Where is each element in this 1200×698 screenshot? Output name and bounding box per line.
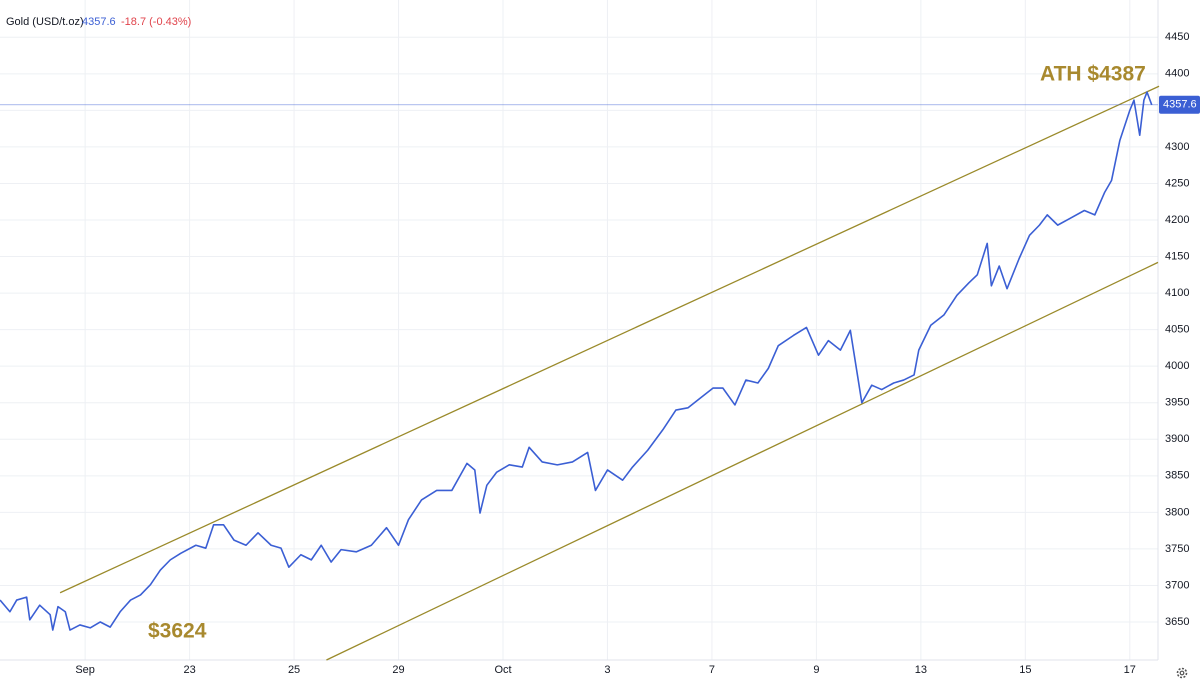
- x-tick-label: 9: [813, 664, 819, 676]
- x-tick-label: Oct: [494, 664, 511, 676]
- x-tick-label: 13: [915, 664, 927, 676]
- y-tick-label: 4300: [1165, 141, 1189, 153]
- y-tick-label: 4400: [1165, 68, 1189, 80]
- x-tick-label: Sep: [75, 664, 95, 676]
- y-tick-label: 4050: [1165, 324, 1189, 336]
- plot: [0, 85, 1160, 661]
- x-tick-label: 15: [1019, 664, 1031, 676]
- x-tick-label: 25: [288, 664, 300, 676]
- y-tick-label: 4100: [1165, 287, 1189, 299]
- y-tick-label: 3800: [1165, 506, 1189, 518]
- y-tick-label: 4200: [1165, 214, 1189, 226]
- annotation: $3624: [148, 620, 207, 643]
- grid: [0, 0, 1158, 660]
- channel-line: [59, 85, 1160, 594]
- y-tick-label: 4250: [1165, 177, 1189, 189]
- x-tick-label: 29: [392, 664, 404, 676]
- y-tick-label: 4450: [1165, 31, 1189, 43]
- last-price: 4357.6: [82, 16, 116, 28]
- x-tick-label: 3: [604, 664, 610, 676]
- price-line-series: [0, 91, 1153, 631]
- chart-title: Gold (USD/t.oz): [6, 16, 84, 28]
- x-tick-label: 7: [709, 664, 715, 676]
- y-tick-label: 4000: [1165, 360, 1189, 372]
- y-tick-label: 3700: [1165, 579, 1189, 591]
- y-tick-label: 4150: [1165, 250, 1189, 262]
- price-change: -18.7 (-0.43%): [121, 16, 191, 28]
- channel-line: [326, 261, 1159, 661]
- y-tick-label: 3650: [1165, 616, 1189, 628]
- price-tag: [1159, 95, 1200, 114]
- y-tick-label: 3850: [1165, 470, 1189, 482]
- annotation: ATH $4387: [1040, 63, 1146, 86]
- settings-icon[interactable]: [1176, 667, 1188, 679]
- price-tag-label: 4357.6: [1163, 99, 1197, 111]
- y-tick-label: 3750: [1165, 543, 1189, 555]
- y-tick-label: 3950: [1165, 397, 1189, 409]
- y-tick-label: 3900: [1165, 433, 1189, 445]
- x-tick-label: 17: [1124, 664, 1136, 676]
- x-tick-label: 23: [183, 664, 195, 676]
